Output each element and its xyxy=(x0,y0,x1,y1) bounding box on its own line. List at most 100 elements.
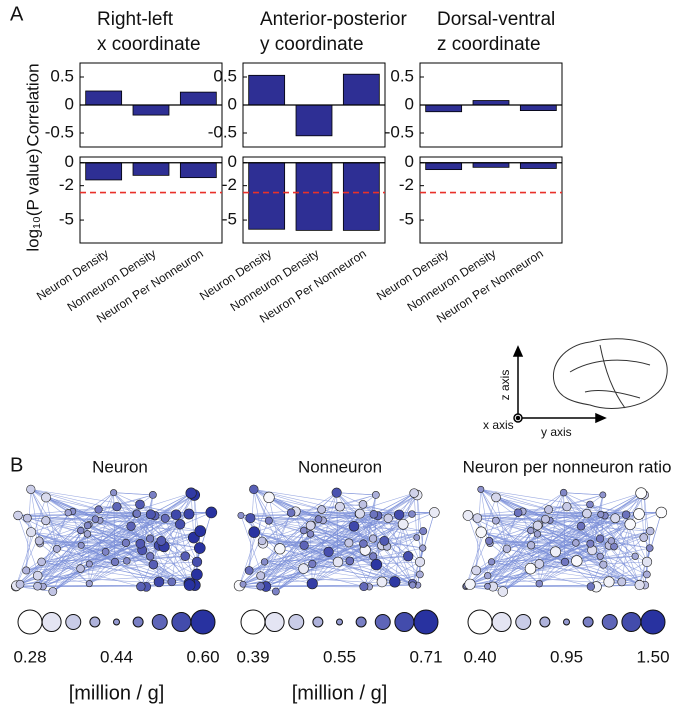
node xyxy=(206,507,217,518)
node xyxy=(485,583,491,589)
legend-units: [million / g] xyxy=(292,682,388,704)
node xyxy=(333,557,343,567)
node xyxy=(611,514,620,523)
bar xyxy=(343,74,379,105)
node xyxy=(23,514,31,522)
bar xyxy=(180,92,216,105)
node xyxy=(240,581,246,587)
bar xyxy=(520,163,556,169)
node xyxy=(476,527,487,538)
node xyxy=(113,502,122,511)
node xyxy=(307,578,318,589)
node xyxy=(536,580,543,587)
panel-label: B xyxy=(10,454,23,476)
node xyxy=(563,502,571,510)
node xyxy=(86,561,92,567)
node xyxy=(186,488,197,499)
node xyxy=(472,566,481,575)
node xyxy=(309,560,316,567)
legend-swatch xyxy=(241,610,265,634)
node xyxy=(541,515,549,523)
node xyxy=(111,558,119,566)
legend-swatch xyxy=(172,613,191,632)
node xyxy=(86,580,92,586)
node xyxy=(257,572,265,580)
bar xyxy=(343,163,379,231)
bar xyxy=(426,105,462,112)
node xyxy=(38,558,46,566)
node xyxy=(420,527,427,534)
node xyxy=(184,509,194,519)
node xyxy=(249,485,258,494)
bar xyxy=(249,75,285,105)
y-tick-label: -2 xyxy=(222,175,237,194)
node xyxy=(492,493,501,502)
y-tick-label: 0 xyxy=(65,94,74,113)
y-tick-label: -0.5 xyxy=(45,122,74,141)
node xyxy=(275,544,286,555)
node xyxy=(488,559,495,566)
legend-swatch xyxy=(492,613,511,632)
node xyxy=(102,548,109,555)
node xyxy=(332,488,341,497)
node xyxy=(41,493,50,502)
legend-tick-label: 0.40 xyxy=(463,647,496,666)
legend-swatch xyxy=(265,613,284,632)
node xyxy=(181,552,190,561)
node xyxy=(473,514,482,523)
node xyxy=(42,516,50,524)
node xyxy=(571,556,582,567)
legend-tick-label: 0.44 xyxy=(100,647,133,666)
bar xyxy=(296,163,332,231)
bar xyxy=(180,163,216,178)
node xyxy=(370,553,377,560)
node xyxy=(146,510,155,519)
legend-swatch xyxy=(289,615,304,630)
node xyxy=(264,492,275,503)
node xyxy=(463,510,473,520)
node xyxy=(640,534,648,542)
bar xyxy=(296,105,332,136)
panel-label: A xyxy=(10,3,24,25)
legend-swatch xyxy=(414,610,438,634)
node xyxy=(95,506,102,513)
node xyxy=(149,491,156,498)
node xyxy=(625,519,636,530)
node xyxy=(346,557,354,565)
node xyxy=(92,516,99,523)
node xyxy=(598,511,604,517)
node xyxy=(137,582,146,591)
node xyxy=(394,510,404,520)
bar xyxy=(133,105,169,115)
legend-swatch xyxy=(395,613,414,632)
node xyxy=(415,557,424,566)
node xyxy=(345,539,353,547)
legend-tick-label: 0.71 xyxy=(409,647,442,666)
node xyxy=(478,486,484,492)
node xyxy=(587,501,594,508)
brain-inset xyxy=(553,339,667,409)
node xyxy=(49,587,57,595)
node xyxy=(315,516,322,523)
node xyxy=(335,502,344,511)
bar xyxy=(426,163,462,170)
node xyxy=(527,542,534,549)
legend-swatch xyxy=(337,619,343,625)
node xyxy=(14,511,23,520)
node xyxy=(122,539,129,546)
node xyxy=(646,527,654,535)
node xyxy=(324,547,334,557)
node xyxy=(171,510,181,520)
node xyxy=(195,526,206,537)
y-tick-label: 0.5 xyxy=(213,66,237,85)
node xyxy=(416,571,423,578)
node xyxy=(359,500,367,508)
node xyxy=(65,509,72,516)
legend-tick-label: 0.39 xyxy=(236,647,269,666)
node xyxy=(349,521,359,531)
node xyxy=(484,572,491,579)
node xyxy=(127,522,136,531)
bar xyxy=(86,163,122,180)
node xyxy=(306,521,315,530)
node xyxy=(257,582,265,590)
